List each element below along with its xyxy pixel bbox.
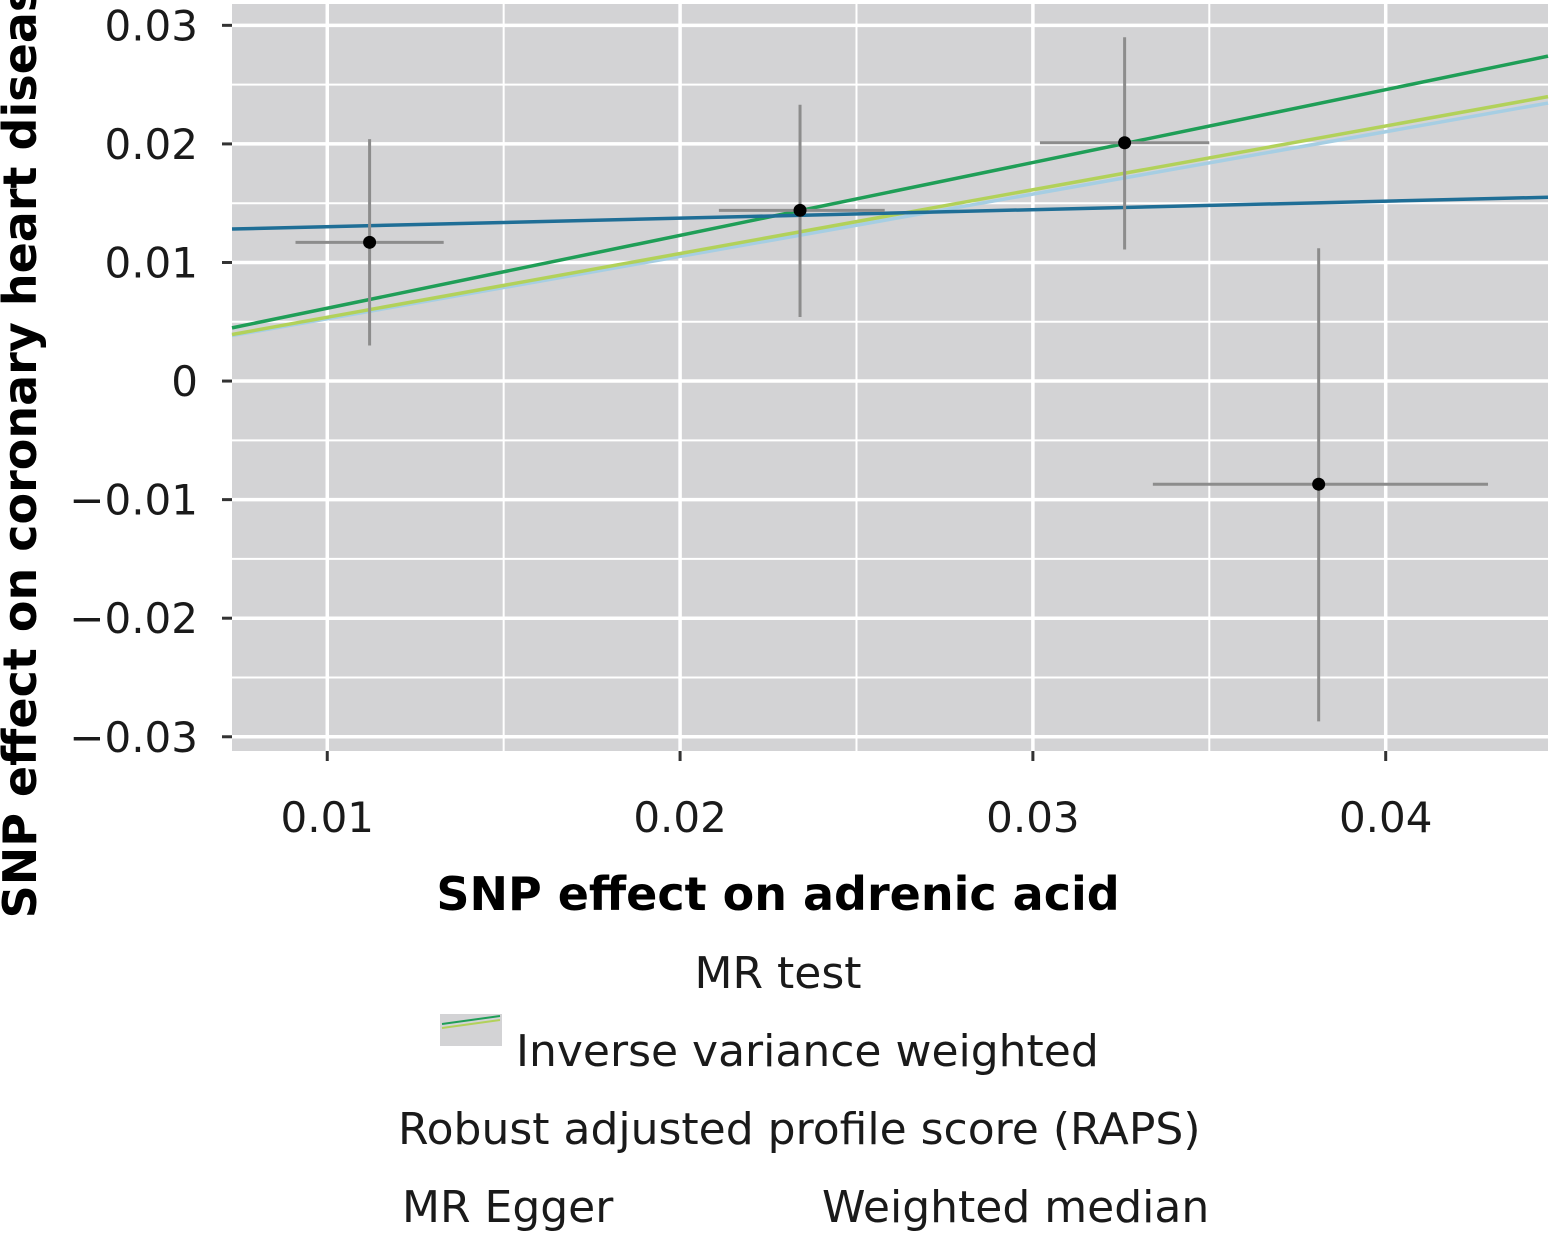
regression-line-1 xyxy=(231,94,1549,337)
regression-line-3 xyxy=(231,195,1549,231)
x-axis-title: SNP effect on adrenic acid xyxy=(436,867,1119,921)
legend-entry-raps: Robust adjusted profile score (RAPS) xyxy=(398,1104,1201,1155)
regression-lines xyxy=(231,54,1549,338)
legend-title: MR test xyxy=(694,948,861,999)
axis-ticks: 0.01 0.02 0.03 0.04 −0.03 −0.02 −0.01 0 0.01 0.02… xyxy=(69,1,1432,842)
y-tick-label: −0.02 xyxy=(69,594,198,643)
plot-panel xyxy=(232,4,1548,751)
data-point-3 xyxy=(1312,477,1326,491)
y-tick-label: −0.01 xyxy=(69,476,198,525)
x-tick-label: 0.02 xyxy=(633,793,727,842)
y-tick-label: 0.03 xyxy=(104,1,198,50)
regression-line-0 xyxy=(231,101,1549,338)
grid-lines xyxy=(232,4,1548,751)
x-tick-label: 0.01 xyxy=(281,793,375,842)
y-axis-title: SNP effect on coronary heart disease xyxy=(0,0,47,918)
regression-line-2 xyxy=(231,54,1549,330)
x-tick-label: 0.03 xyxy=(986,793,1080,842)
data-point-1 xyxy=(793,203,807,217)
legend-key xyxy=(440,1014,502,1046)
y-tick-label: −0.03 xyxy=(69,713,198,762)
y-tick-label: 0.02 xyxy=(104,120,198,169)
legend: MR test Inverse variance weighted Robust… xyxy=(398,948,1209,1233)
data-point-0 xyxy=(363,235,377,249)
legend-entry-ivw: Inverse variance weighted xyxy=(516,1026,1099,1077)
y-tick-label: 0 xyxy=(171,357,198,406)
data-points xyxy=(295,37,1489,722)
y-tick-label: 0.01 xyxy=(104,238,198,287)
x-tick-label: 0.04 xyxy=(1339,793,1433,842)
legend-entry-egger: MR Egger xyxy=(402,1182,614,1233)
data-point-2 xyxy=(1118,136,1132,150)
legend-entry-weighted-median: Weighted median xyxy=(822,1182,1209,1233)
